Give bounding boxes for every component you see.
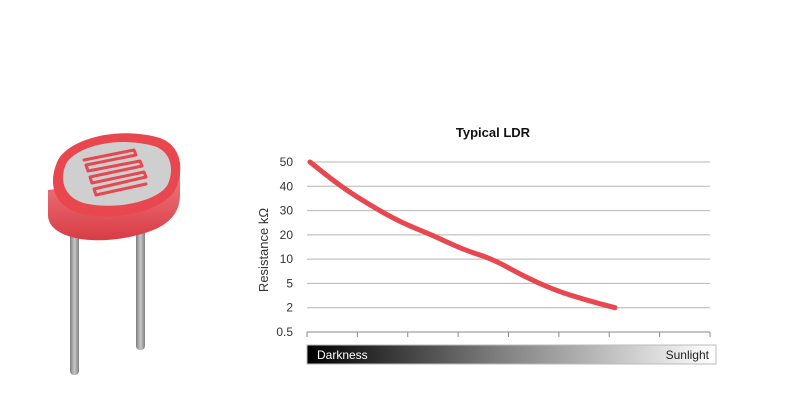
ldr-resistance-curve: [307, 159, 618, 311]
ldr-lead-right: [136, 205, 145, 350]
y-tick-label: 5: [286, 276, 293, 290]
light-gradient-bar: [306, 344, 717, 365]
darkness-label: Darkness: [317, 348, 368, 362]
ldr-serpentine-track: [82, 148, 148, 197]
ldr-lead-left: [70, 215, 79, 375]
y-tick-label: 40: [280, 179, 294, 193]
ldr-component-illustration: [48, 133, 181, 375]
chart-title: Typical LDR: [456, 125, 531, 140]
y-tick-label: 20: [280, 228, 294, 242]
sunlight-label: Sunlight: [666, 348, 710, 362]
y-tick-label: 10: [280, 252, 294, 266]
x-tick-marks: [306, 332, 711, 337]
y-axis-title: Resistance kΩ: [256, 208, 271, 292]
ldr-resistance-chart: Typical LDR Resistance kΩ 50 40 30 20 10 5 2 0.…: [256, 125, 717, 365]
y-tick-label: 2: [286, 301, 293, 315]
y-tick-label: 0.5: [276, 325, 293, 339]
light-scale-bar: Darkness Sunlight: [306, 344, 717, 365]
y-tick-label: 30: [280, 204, 294, 218]
y-tick-labels: 50 40 30 20 10 5 2 0.5: [276, 155, 293, 339]
series-layer: [307, 159, 618, 311]
y-tick-label: 50: [280, 155, 294, 169]
grid-lines: [307, 161, 710, 333]
